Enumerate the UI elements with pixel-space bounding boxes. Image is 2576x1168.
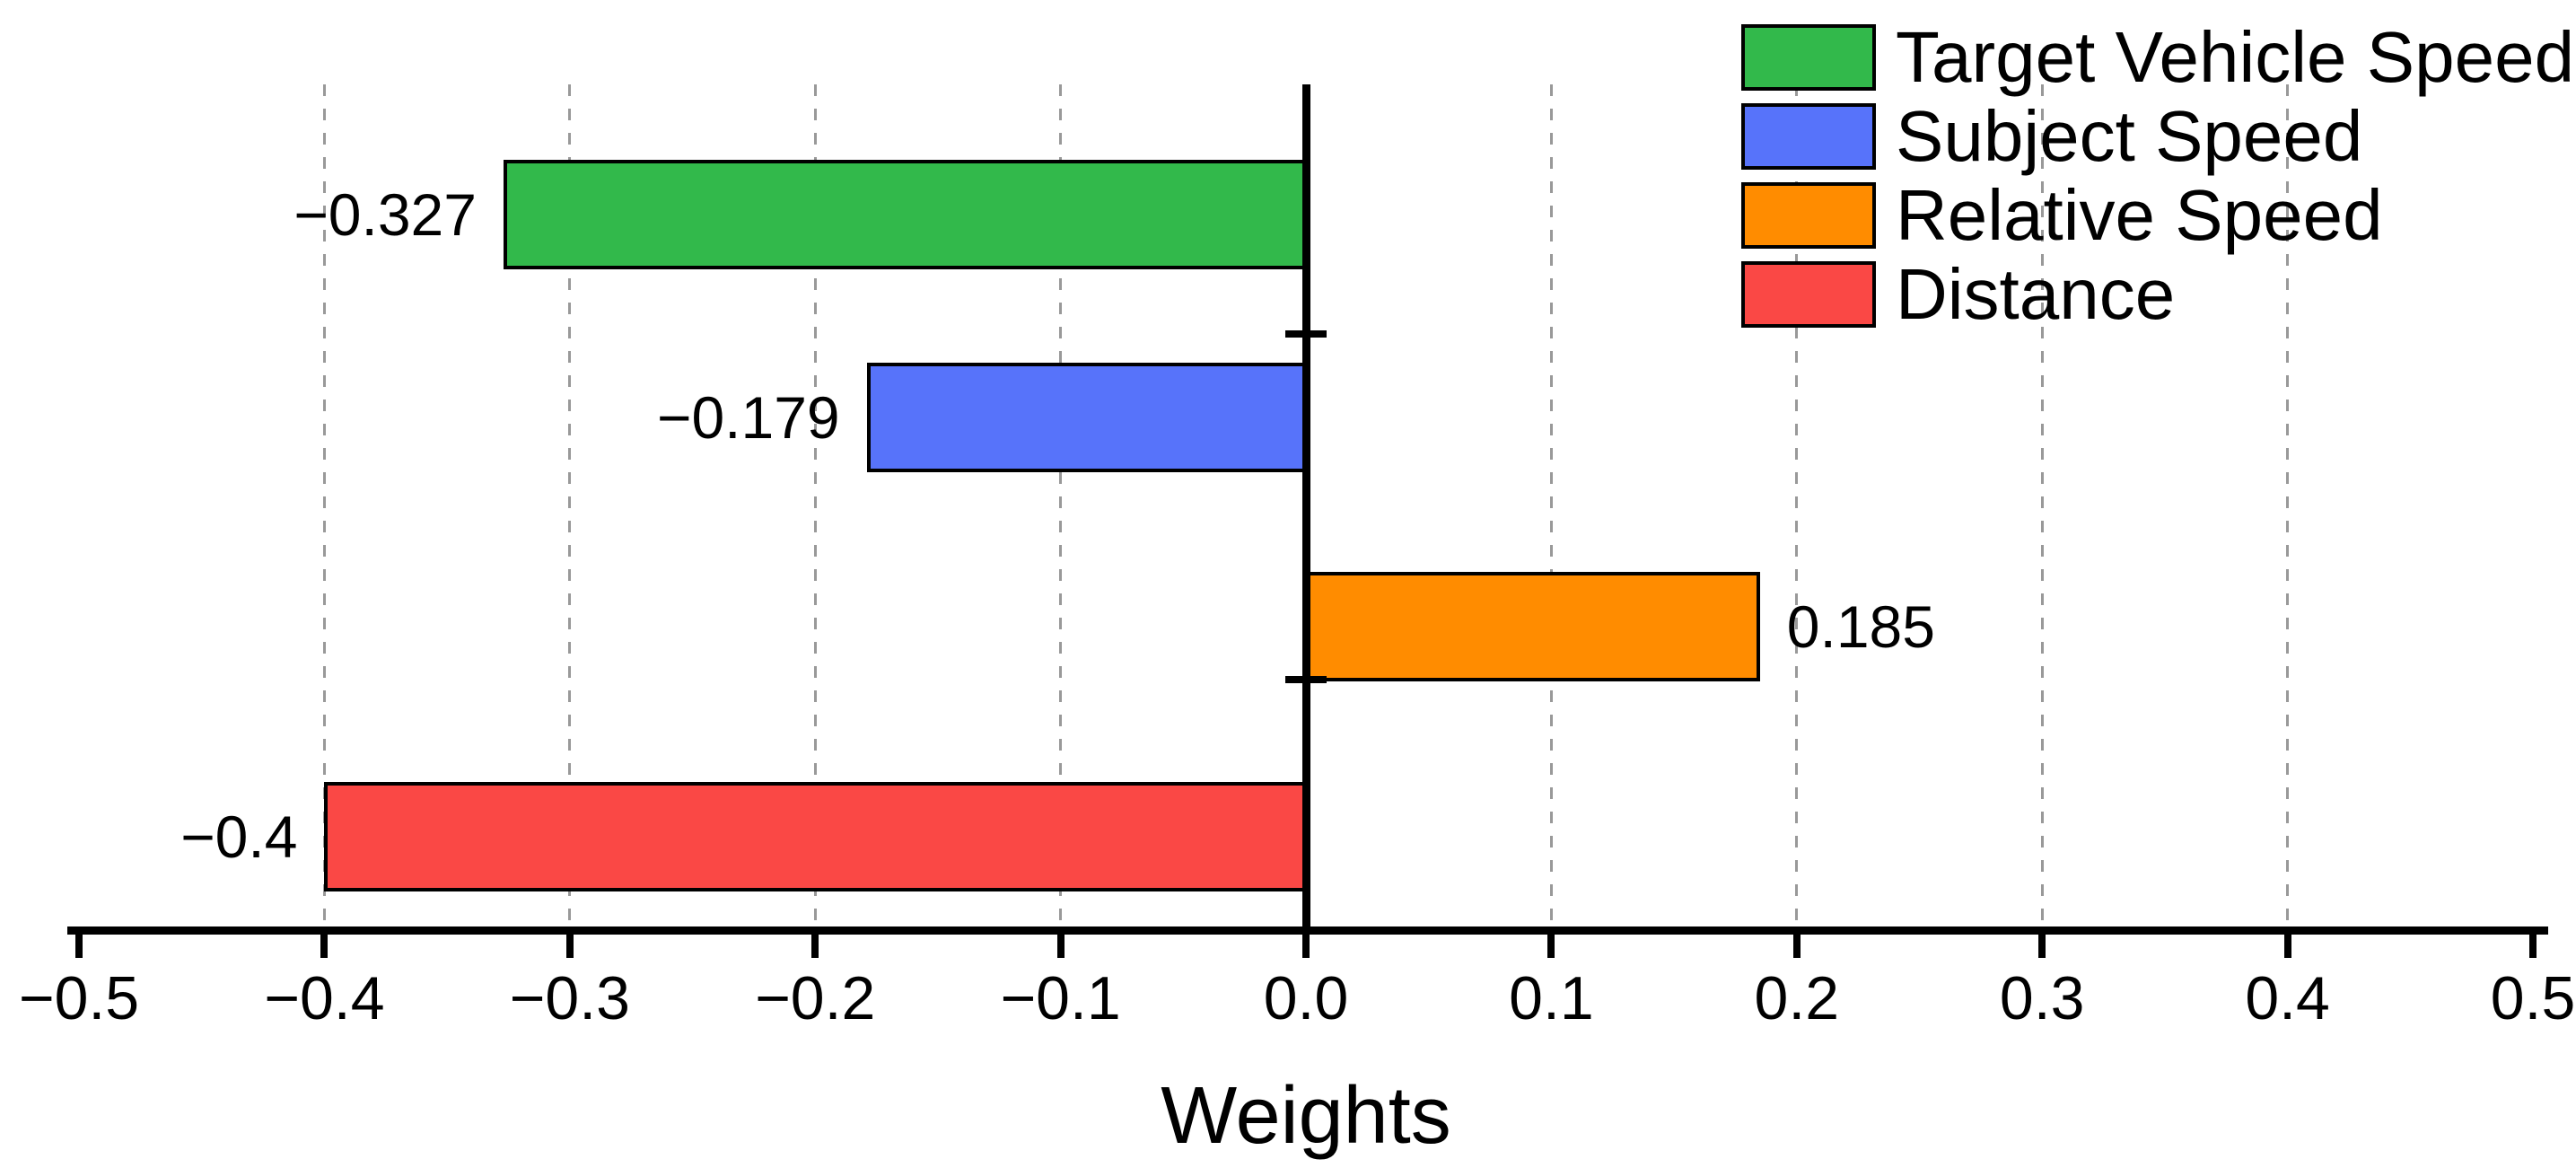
bar-target-vehicle-speed [503,160,1306,269]
x-tick-label-0.4: 0.4 [2245,964,2330,1032]
x-tick--0.5 [75,935,83,958]
x-tick-0.5 [2529,935,2537,958]
x-tick-label--0.2: −0.2 [755,964,876,1032]
legend-swatch-subject-speed [1741,103,1876,170]
value-label-distance: −0.4 [180,804,298,870]
gridline--0.1 [1059,84,1063,927]
legend-swatch-relative-speed [1741,182,1876,249]
x-tick-0.4 [2283,935,2291,958]
gridline-0.3 [2040,84,2044,927]
value-label-subject-speed: −0.179 [656,384,840,451]
y-axis-tick [1285,330,1327,338]
x-tick-label--0.5: −0.5 [18,964,140,1032]
x-tick-label-0: 0.0 [1263,964,1349,1032]
gridline--0.3 [568,84,572,927]
x-tick-label-0.5: 0.5 [2490,964,2576,1032]
x-tick-0.1 [1547,935,1555,958]
x-tick-label-0.3: 0.3 [1999,964,2085,1032]
x-tick-label--0.4: −0.4 [264,964,385,1032]
bar-subject-speed [866,363,1306,472]
legend-row-distance: Distance [1741,259,2574,330]
zero-axis-line [1301,84,1310,931]
x-axis-line [67,926,2548,935]
y-axis-tick [1285,676,1327,683]
legend-label-target-vehicle-speed: Target Vehicle Speed [1896,17,2575,97]
x-tick-label--0.1: −0.1 [1000,964,1121,1032]
x-tick-0.3 [2038,935,2046,958]
gridline--0.4 [322,84,326,927]
gridline-0.2 [1795,84,1799,927]
legend-swatch-distance [1741,261,1876,328]
legend: Target Vehicle Speed Subject Speed Relativ… [1741,22,2574,338]
x-axis-label: Weights [1161,1071,1451,1161]
legend-swatch-target-vehicle-speed [1741,24,1876,91]
x-tick-label-0.1: 0.1 [1509,964,1594,1032]
legend-row-target-vehicle-speed: Target Vehicle Speed [1741,22,2574,93]
x-tick-label--0.3: −0.3 [509,964,630,1032]
legend-row-relative-speed: Relative Speed [1741,180,2574,251]
legend-label-relative-speed: Relative Speed [1896,175,2383,255]
x-tick--0.2 [811,935,819,958]
x-tick-label-0.2: 0.2 [1754,964,1840,1032]
x-tick-0 [1302,935,1310,958]
x-tick--0.3 [565,935,574,958]
legend-label-subject-speed: Subject Speed [1896,96,2363,176]
legend-row-subject-speed: Subject Speed [1741,101,2574,172]
value-label-target-vehicle-speed: −0.327 [294,181,477,248]
gridline-0.4 [2286,84,2290,927]
x-tick--0.1 [1056,935,1065,958]
legend-label-distance: Distance [1896,254,2176,334]
gridline--0.2 [813,84,817,927]
gridline-0.1 [1549,84,1553,927]
bar-distance [324,782,1306,891]
x-tick--0.4 [320,935,329,958]
bar-relative-speed [1306,572,1760,681]
x-tick-0.2 [1792,935,1801,958]
value-label-relative-speed: 0.185 [1786,593,1935,660]
